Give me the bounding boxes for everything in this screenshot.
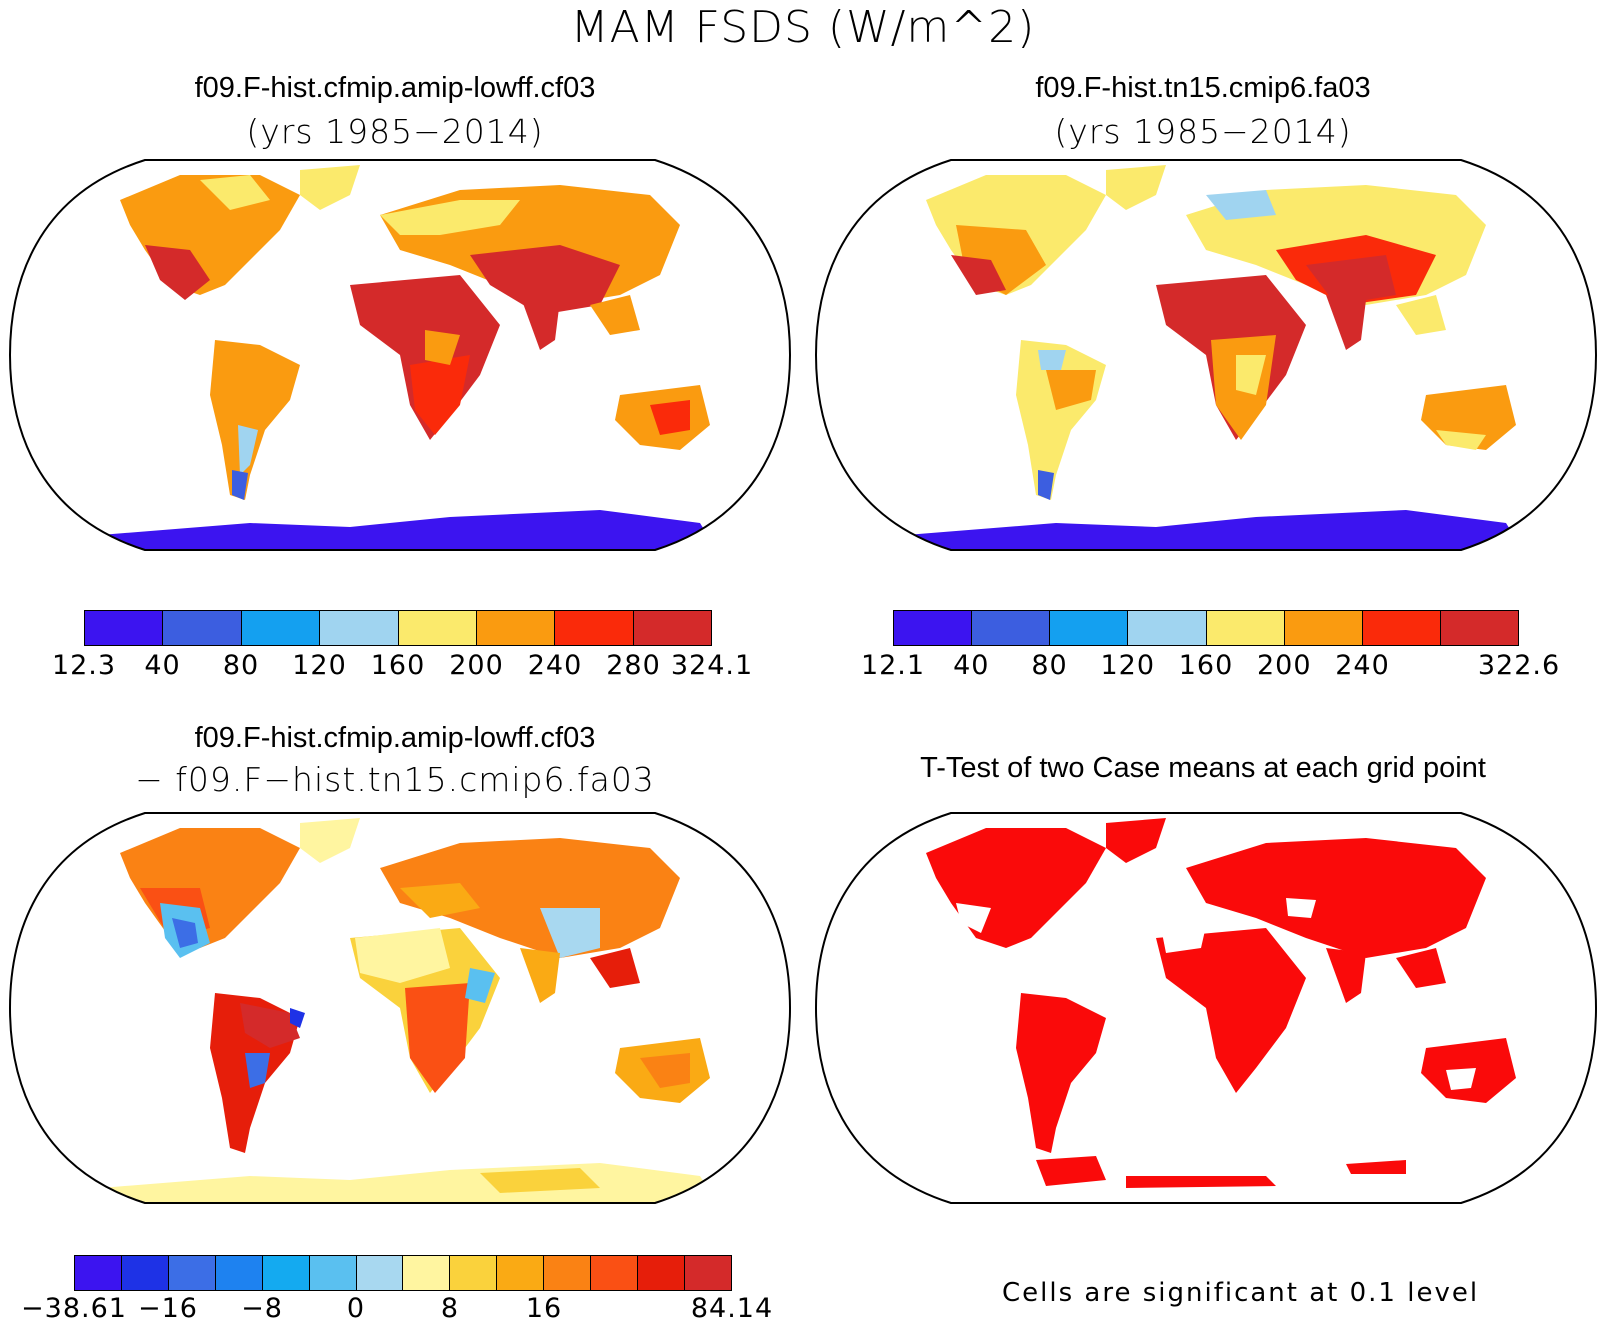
panel3-subtitle: − f09.F−hist.tn15.cmip6.fa03: [135, 760, 655, 799]
eurasia-region: [1186, 838, 1486, 958]
colorbar-tick-label: 240: [1335, 650, 1390, 681]
colorbar-swatch: [1440, 611, 1518, 645]
colorbar-swatch: [85, 611, 164, 645]
panel3-title: f09.F-hist.cfmip.amip-lowff.cf03: [194, 722, 596, 754]
colorbar-tick-label: 200: [1256, 650, 1312, 681]
colorbar-tick-label: 200: [449, 650, 504, 681]
colorbar-tick-label: 160: [370, 650, 426, 681]
colorbar-swatch: [1206, 611, 1285, 645]
colorbar-swatch: [555, 611, 634, 645]
panel1-subtitle: (yrs 1985−2014): [246, 112, 544, 151]
panel2-colorbar: [893, 610, 1519, 646]
colorbar-swatch: [168, 1256, 216, 1290]
colorbar-tick-label: 322.6: [1477, 650, 1561, 681]
panel4-title: T-Test of two Case means at each grid po…: [920, 752, 1486, 784]
colorbar-swatch: [121, 1256, 169, 1290]
colorbar-swatch: [356, 1256, 404, 1290]
colorbar-swatch: [262, 1256, 310, 1290]
colorbar-swatch: [215, 1256, 263, 1290]
colorbar-swatch: [320, 611, 399, 645]
antarctica-region: [1036, 1156, 1106, 1186]
significance-note: Cells are significant at 0.1 level: [1002, 1278, 1480, 1308]
colorbar-tick-label: 240: [527, 650, 583, 681]
colorbar-swatch: [1128, 611, 1207, 645]
colorbar-swatch: [1284, 611, 1363, 645]
colorbar-swatch: [497, 1256, 545, 1290]
panel1-title: f09.F-hist.cfmip.amip-lowff.cf03: [194, 72, 596, 104]
colorbar-tick-label: 120: [1100, 650, 1156, 681]
colorbar-tick-label: 40: [144, 650, 181, 681]
colorbar-swatch: [684, 1256, 731, 1290]
colorbar-swatch: [403, 1256, 451, 1290]
panel2-title: f09.F-hist.tn15.cmip6.fa03: [1035, 72, 1371, 104]
panel3-colorbar: [74, 1255, 732, 1291]
colorbar-swatch: [476, 611, 556, 645]
colorbar-tick-label: 0: [346, 1293, 366, 1324]
colorbar-tick-label: −38.61: [21, 1293, 127, 1324]
colorbar-tick-label: 8: [440, 1293, 460, 1324]
colorbar-swatch: [544, 1256, 592, 1290]
colorbar-tick-label: 84.14: [690, 1293, 774, 1324]
colorbar-swatch: [241, 611, 321, 645]
colorbar-tick-label: −8: [241, 1293, 283, 1324]
panel2-map: [814, 159, 1598, 551]
colorbar-swatch: [1362, 611, 1441, 645]
colorbar-swatch: [894, 611, 973, 645]
colorbar-swatch: [633, 611, 711, 645]
colorbar-swatch: [75, 1256, 122, 1290]
colorbar-swatch: [972, 611, 1051, 645]
colorbar-swatch: [450, 1256, 498, 1290]
panel4-map: [814, 812, 1598, 1204]
panel1-map: [8, 159, 792, 551]
colorbar-tick-label: −16: [138, 1293, 198, 1324]
colorbar-tick-label: 12.1: [860, 650, 926, 681]
colorbar-tick-label: 12.3: [51, 650, 117, 681]
panel1-colorbar: [84, 610, 712, 646]
eurasia-region: [380, 838, 680, 958]
colorbar-swatch: [398, 611, 477, 645]
colorbar-swatch: [163, 611, 242, 645]
colorbar-swatch: [309, 1256, 357, 1290]
colorbar-tick-label: 120: [292, 650, 347, 681]
colorbar-swatch: [1050, 611, 1129, 645]
colorbar-tick-label: 80: [222, 650, 260, 681]
colorbar-tick-label: 16: [525, 1293, 563, 1324]
antarctica-region: [80, 510, 720, 550]
panel2-subtitle: (yrs 1985−2014): [1054, 112, 1352, 151]
africa-region: [1156, 928, 1306, 1093]
panel3-map: [8, 812, 792, 1204]
south-america-region: [1016, 993, 1106, 1153]
colorbar-tick-label: 160: [1178, 650, 1234, 681]
colorbar-tick-label: 80: [1031, 650, 1068, 681]
colorbar-swatch: [638, 1256, 685, 1290]
south-america-region: [210, 340, 300, 500]
figure-title: MAM FSDS (W/m^2): [570, 2, 1036, 53]
colorbar-tick-label: 40: [953, 650, 990, 681]
colorbar-swatch: [591, 1256, 639, 1290]
antarctica-region: [886, 510, 1526, 550]
colorbar-tick-label: 324.1: [670, 650, 754, 681]
colorbar-tick-label: 280: [606, 650, 661, 681]
